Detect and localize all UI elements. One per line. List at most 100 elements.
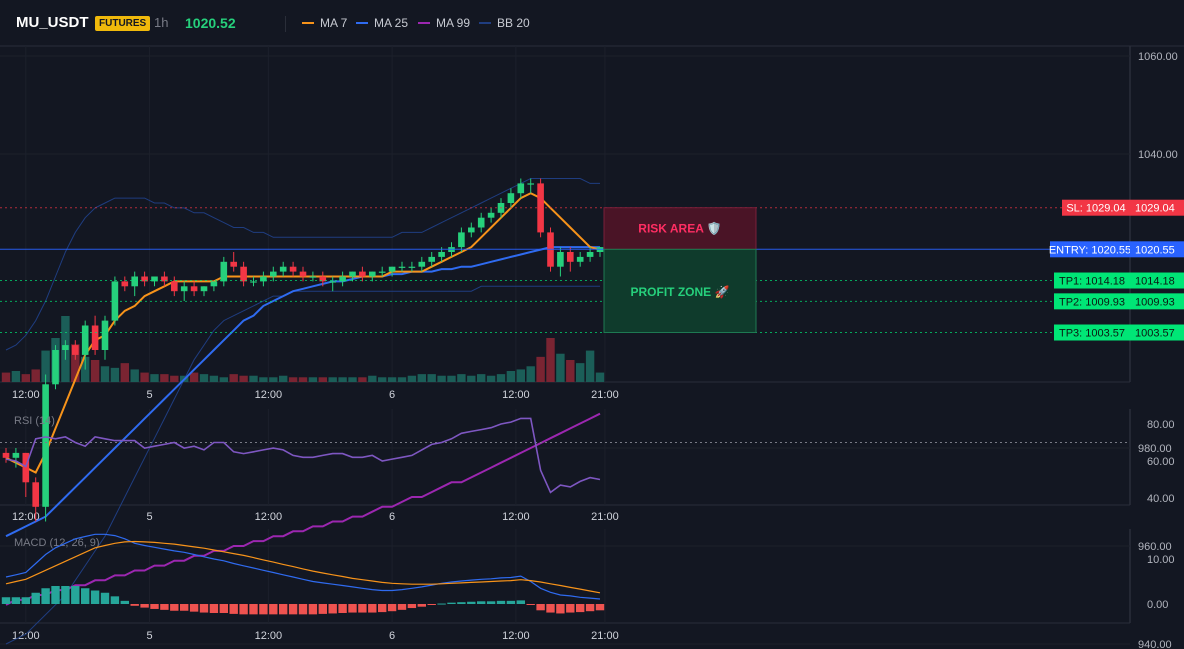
legend-item-ma99[interactable]: MA 99 [418,16,470,30]
volume-bar [279,375,288,382]
candle-body [220,261,228,282]
candle-body [398,266,406,268]
macd-histogram-bar [229,604,238,614]
macd-histogram-bar [219,604,228,613]
volume-bar [31,369,40,382]
volume-bar [298,377,308,382]
candle-body [81,325,89,355]
time-tick-label: 5 [146,630,152,642]
macd-histogram-bar [140,604,149,608]
legend-item-bb20[interactable]: BB 20 [479,16,530,30]
macd-histogram-bar [249,604,258,615]
volume-bar [110,367,120,382]
candle-body [359,271,366,277]
level-tag [1050,241,1130,258]
candle-body [91,325,99,350]
rsi-tick-label: 60.00 [1147,456,1175,468]
indicator-legend: MA 7 MA 25 MA 99 BB 20 [285,16,530,32]
volume-bar [387,377,397,382]
macd-histogram-bar [467,601,476,604]
candle-body [141,276,148,282]
macd-histogram-bar [318,604,327,614]
volume-bar [506,371,516,382]
price-tick-label: 980.00 [1138,443,1172,455]
level-price-tag [1130,293,1184,310]
level-tag-label: TP2: 1009.93 [1059,296,1125,308]
candle-body [487,212,495,218]
volume-bar [358,377,367,382]
volume-bar [209,375,219,382]
volume-bar [259,377,268,382]
volume-bar [170,375,179,382]
macd-histogram-bar [11,597,21,604]
legend-label-ma99: MA 99 [436,16,471,30]
candle-body [121,281,129,287]
macd-tick-label: 0.00 [1147,599,1168,611]
time-tick-label: 12:00 [502,511,530,523]
volume-bar [239,375,248,382]
macd-histogram-bar [150,604,159,609]
candle-body [477,217,485,228]
level-tag [1054,324,1130,341]
symbol-label[interactable]: MU_USDT [16,14,89,31]
timeframe-label[interactable]: 1h [154,15,169,30]
macd-histogram-bar [308,604,318,615]
macd-histogram-bar [160,604,169,610]
candle-body [309,276,317,278]
time-tick-label: 12:00 [502,630,530,642]
level-tag [1062,199,1130,216]
macd-histogram-bar [189,604,199,612]
level-price-tag [1130,324,1184,341]
macd-histogram-bar [427,604,436,605]
level-tag-label: TP3: 1003.57 [1059,328,1125,340]
time-tick-label: 6 [389,511,395,523]
price-tick-label: 1060.00 [1138,51,1178,63]
risk-area-zone [603,207,757,250]
candle-body [369,271,376,277]
volume-bar [526,366,535,382]
volume-bar [566,360,575,382]
macd-histogram-bar [100,592,110,604]
price-tick-label: 1040.00 [1138,149,1178,161]
time-tick-label: 21:00 [591,511,619,523]
volume-bar [338,377,347,382]
macd-histogram-bar [447,602,456,604]
macd-histogram-bar [566,604,575,613]
price-tick-label: 960.00 [1138,541,1172,553]
panel-bg [0,409,1130,505]
macd-histogram-bar [397,604,407,610]
volume-bar [368,375,377,382]
volume-bar [189,372,199,382]
macd-histogram-bar [90,590,100,604]
legend-item-ma25[interactable]: MA 25 [356,16,408,30]
time-tick-label: 12:00 [502,389,530,401]
volume-bar [348,377,357,382]
level-price-tag [1130,241,1184,258]
volume-bar [447,375,456,382]
candle-body [230,261,237,267]
macd-histogram-bar [358,604,367,613]
rsi-tick-label: 80.00 [1147,419,1175,431]
candle-body [190,286,198,292]
candle-body [299,271,307,277]
ma99-swatch [418,21,430,24]
legend-item-ma7[interactable]: MA 7 [302,16,347,30]
volume-bar [477,374,486,382]
macd-histogram-bar [41,588,50,604]
volume-bar [328,377,337,382]
time-tick-label: 12:00 [255,630,283,642]
macd-histogram-bar [496,600,506,604]
candle-body [101,320,109,350]
macd-histogram-bar [585,604,595,612]
chart-header: MU_USDT FUTURES 1h 1020.52 MA 7 MA 25 MA… [0,0,1184,46]
macd-histogram-bar [378,604,387,613]
volume-bar [199,374,209,382]
candle-body [72,345,79,355]
volume-bar [130,369,139,382]
candle-body [527,183,534,185]
ma99-line [5,412,601,606]
macd-histogram-bar [81,588,90,604]
volume-bar [397,377,407,382]
time-tick-label: 12:00 [255,511,283,523]
